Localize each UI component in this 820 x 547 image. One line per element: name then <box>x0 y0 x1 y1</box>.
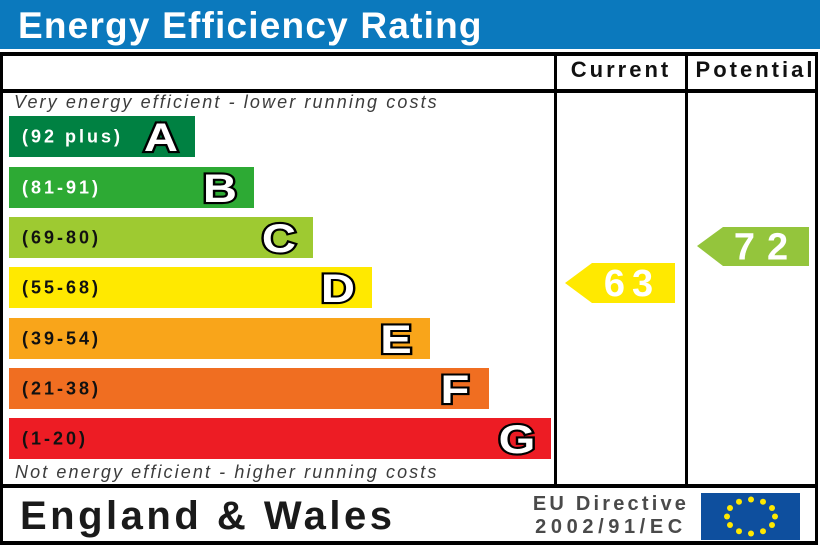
svg-text:63: 63 <box>604 263 660 305</box>
svg-text:F: F <box>441 367 470 412</box>
svg-text:C: C <box>262 216 296 261</box>
svg-text:A: A <box>144 115 178 160</box>
svg-text:72: 72 <box>734 227 800 269</box>
svg-text:G: G <box>499 417 536 462</box>
svg-text:E: E <box>380 317 411 362</box>
svg-text:D: D <box>321 266 355 311</box>
svg-text:B: B <box>203 166 237 211</box>
